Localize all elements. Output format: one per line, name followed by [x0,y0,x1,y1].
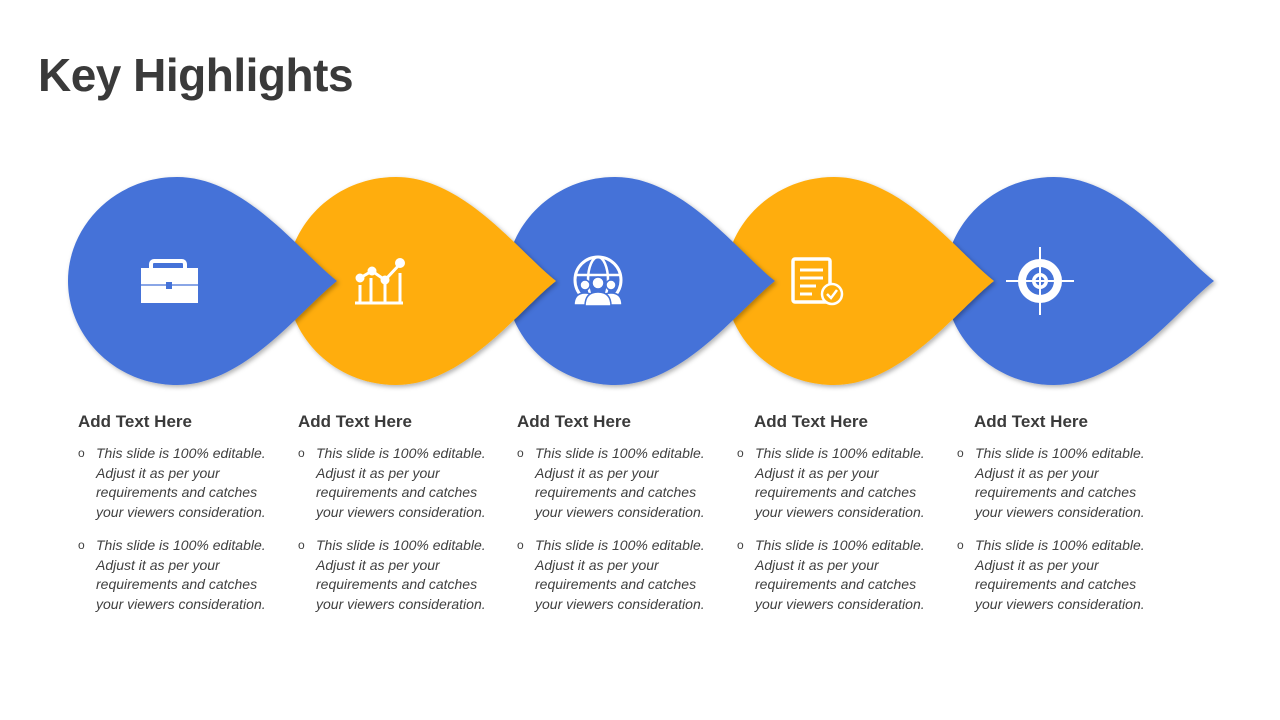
bullet-text: This slide is 100% editable. Adjust it a… [975,445,1145,520]
bullet-text: This slide is 100% editable. Adjust it a… [96,537,266,612]
step-1-text: Add Text Here o This slide is 100% editab… [78,412,268,628]
step-heading: Add Text Here [754,412,868,431]
bullet-item: o This slide is 100% editable. Adjust it … [957,445,1145,520]
bullet-item: o This slide is 100% editable. Adjust it … [517,537,705,612]
bullet-item: o This slide is 100% editable. Adjust it … [298,445,486,520]
bullet-text: This slide is 100% editable. Adjust it a… [96,445,266,520]
bullet-text: This slide is 100% editable. Adjust it a… [316,445,486,520]
approved-document-icon [791,257,844,306]
step-3-text: Add Text Here o This slide is 100% editab… [517,412,707,628]
step-5-text: Add Text Here o This slide is 100% editab… [957,412,1147,628]
step-heading: Add Text Here [974,412,1088,431]
bullet-text: This slide is 100% editable. Adjust it a… [755,537,925,612]
page-title: Key Highlights [38,49,354,101]
bullet-item: o This slide is 100% editable. Adjust it … [298,537,486,612]
teardrop-shape-1 [68,177,337,385]
bullet-text: This slide is 100% editable. Adjust it a… [316,537,486,612]
bullet-item: o This slide is 100% editable. Adjust it … [78,445,266,520]
step-heading: Add Text Here [78,412,192,431]
step-2-text: Add Text Here o This slide is 100% editab… [298,412,488,628]
bullet-item: o This slide is 100% editable. Adjust it … [957,537,1145,612]
growth-chart-icon [355,258,405,305]
briefcase-icon [141,259,198,303]
step-heading: Add Text Here [517,412,631,431]
bullet-text: This slide is 100% editable. Adjust it a… [535,537,705,612]
bullet-text: This slide is 100% editable. Adjust it a… [975,537,1145,612]
target-icon [1006,247,1074,315]
global-team-icon [573,255,623,307]
bullet-text: This slide is 100% editable. Adjust it a… [535,445,705,520]
bullet-text: This slide is 100% editable. Adjust it a… [755,445,925,520]
step-heading: Add Text Here [298,412,412,431]
bullet-item: o This slide is 100% editable. Adjust it … [78,537,266,612]
step-4-text: Add Text Here o This slide is 100% editab… [737,412,927,628]
bullet-item: o This slide is 100% editable. Adjust it … [737,445,925,520]
bullet-item: o This slide is 100% editable. Adjust it … [737,537,925,612]
bullet-item: o This slide is 100% editable. Adjust it … [517,445,705,520]
